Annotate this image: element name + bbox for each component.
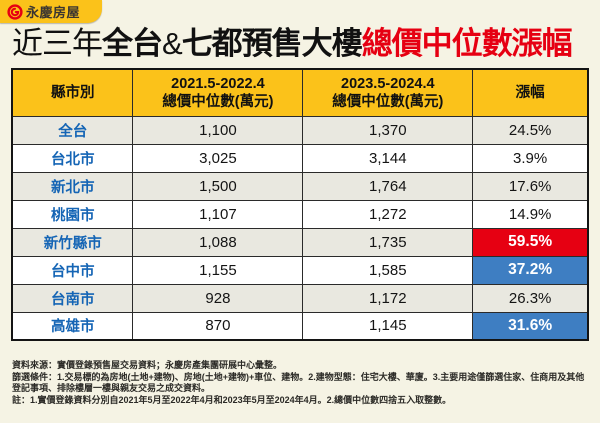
value-2023-cell: 1,764 bbox=[302, 171, 474, 201]
header-change: 漲幅 bbox=[472, 68, 589, 117]
city-cell: 桃園市 bbox=[11, 199, 134, 229]
pct-cell: 3.9% bbox=[472, 143, 589, 173]
yungching-logo-icon bbox=[7, 3, 23, 20]
title-part-4: 總價中位數漲幅 bbox=[361, 26, 573, 61]
footnote-criteria: 篩選條件：1.交易標的為房地(土地+建物)、房地(土地+建物)+車位、建物。2.… bbox=[12, 372, 590, 395]
page-title: 近三年全台&七都預售大樓總價中位數漲幅 bbox=[12, 26, 594, 62]
footnote-source-text: 實價登錄預售屋交易資料；永慶房產集團研展中心彙整。 bbox=[57, 360, 283, 370]
table-row: 高雄市 870 1,145 31.6% bbox=[11, 311, 589, 341]
footnote-criteria-text: 1.交易標的為房地(土地+建物)、房地(土地+建物)+車位、建物。2.建物型態：… bbox=[12, 371, 585, 394]
median-price-table: 縣市別 2021.5-2022.4 總價中位數(萬元) 2023.5-2024.… bbox=[11, 68, 589, 341]
value-2021-cell: 1,500 bbox=[132, 171, 304, 201]
footnote-source-label: 資料來源： bbox=[12, 360, 58, 370]
pct-cell: 31.6% bbox=[472, 311, 589, 341]
city-cell: 高雄市 bbox=[11, 311, 134, 341]
table-body: 全台 1,100 1,370 24.5% 台北市 3,025 3,144 3.9… bbox=[11, 115, 589, 341]
value-2021-cell: 3,025 bbox=[132, 143, 304, 173]
pct-cell: 24.5% bbox=[472, 115, 589, 145]
table-row: 台北市 3,025 3,144 3.9% bbox=[11, 143, 589, 173]
value-2021-cell: 1,107 bbox=[132, 199, 304, 229]
header-period-2: 2023.5-2024.4 總價中位數(萬元) bbox=[302, 68, 474, 117]
footnote-criteria-label: 篩選條件： bbox=[12, 371, 58, 382]
footnote-note: 註：1.實價登錄資料分別自2021年5月至2022年4月和2023年5月至202… bbox=[12, 395, 590, 407]
header-period-2-dates: 2023.5-2024.4 bbox=[341, 75, 435, 92]
brand-name: 永慶房屋 bbox=[26, 5, 81, 20]
header-period-1: 2021.5-2022.4 總價中位數(萬元) bbox=[132, 68, 304, 117]
footnotes: 資料來源：實價登錄預售屋交易資料；永慶房產集團研展中心彙整。 篩選條件：1.交易… bbox=[12, 360, 590, 406]
value-2021-cell: 870 bbox=[132, 311, 304, 341]
brand-logo-badge: 永慶房屋 bbox=[0, 0, 102, 23]
value-2023-cell: 1,172 bbox=[302, 283, 474, 313]
header-city: 縣市別 bbox=[11, 68, 134, 117]
header-period-2-metric: 總價中位數(萬元) bbox=[332, 93, 444, 110]
table-row: 新竹縣市 1,088 1,735 59.5% bbox=[11, 227, 589, 257]
value-2021-cell: 928 bbox=[132, 283, 304, 313]
value-2023-cell: 3,144 bbox=[302, 143, 474, 173]
pct-cell: 37.2% bbox=[472, 255, 589, 285]
table-header: 縣市別 2021.5-2022.4 總價中位數(萬元) 2023.5-2024.… bbox=[11, 68, 589, 117]
header-row: 縣市別 2021.5-2022.4 總價中位數(萬元) 2023.5-2024.… bbox=[11, 68, 589, 117]
table-row: 台南市 928 1,172 26.3% bbox=[11, 283, 589, 313]
city-cell: 新竹縣市 bbox=[11, 227, 134, 257]
value-2023-cell: 1,370 bbox=[302, 115, 474, 145]
pct-cell: 17.6% bbox=[472, 171, 589, 201]
city-cell: 台北市 bbox=[11, 143, 134, 173]
city-cell: 全台 bbox=[11, 115, 134, 145]
city-cell: 台南市 bbox=[11, 283, 134, 313]
value-2023-cell: 1,145 bbox=[302, 311, 474, 341]
title-ampersand: & bbox=[162, 26, 183, 61]
title-part-3: 七都預售大樓 bbox=[181, 26, 363, 61]
table-row: 全台 1,100 1,370 24.5% bbox=[11, 115, 589, 145]
city-cell: 新北市 bbox=[11, 171, 134, 201]
value-2021-cell: 1,100 bbox=[132, 115, 304, 145]
title-part-2: 全台 bbox=[102, 26, 163, 61]
value-2021-cell: 1,088 bbox=[132, 227, 304, 257]
footnote-note-text: 1.實價登錄資料分別自2021年5月至2022年4月和2023年5月至2024年… bbox=[30, 394, 452, 405]
value-2023-cell: 1,585 bbox=[302, 255, 474, 285]
header-period-1-metric: 總價中位數(萬元) bbox=[162, 93, 274, 110]
footnote-note-label: 註： bbox=[12, 394, 31, 405]
value-2021-cell: 1,155 bbox=[132, 255, 304, 285]
title-part-1: 近三年 bbox=[12, 26, 103, 61]
pct-cell: 26.3% bbox=[472, 283, 589, 313]
pct-cell: 14.9% bbox=[472, 199, 589, 229]
table-row: 台中市 1,155 1,585 37.2% bbox=[11, 255, 589, 285]
table-row: 桃園市 1,107 1,272 14.9% bbox=[11, 199, 589, 229]
header-period-1-dates: 2021.5-2022.4 bbox=[171, 75, 265, 92]
pct-cell: 59.5% bbox=[472, 227, 589, 257]
value-2023-cell: 1,735 bbox=[302, 227, 474, 257]
footnote-source: 資料來源：實價登錄預售屋交易資料；永慶房產集團研展中心彙整。 bbox=[12, 360, 590, 372]
value-2023-cell: 1,272 bbox=[302, 199, 474, 229]
table-row: 新北市 1,500 1,764 17.6% bbox=[11, 171, 589, 201]
city-cell: 台中市 bbox=[11, 255, 134, 285]
